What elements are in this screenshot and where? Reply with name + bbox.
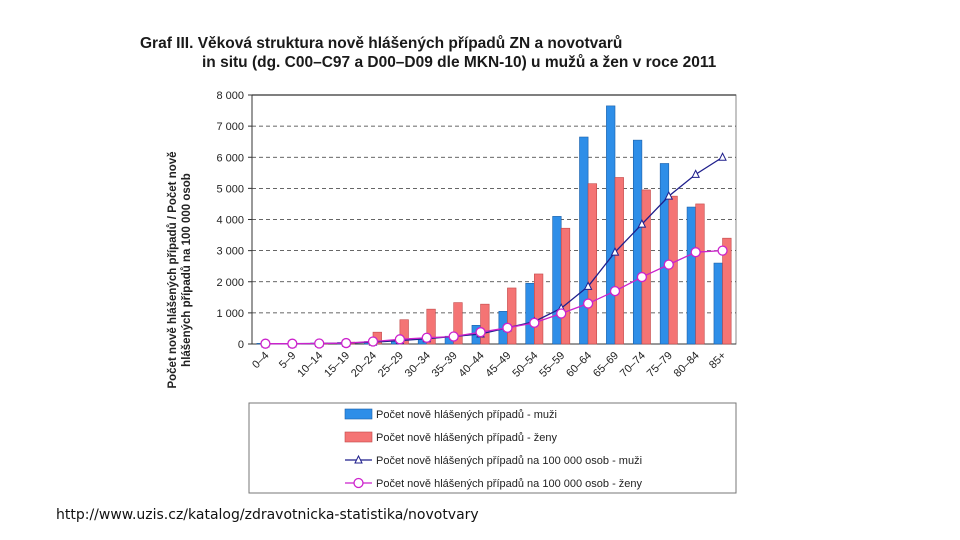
chart-title-line1: Graf III. Věková struktura nově hlášenýc…	[140, 35, 623, 52]
y-tick-label: 3 000	[216, 246, 244, 258]
x-tick-label: 35–39	[430, 350, 460, 380]
point-zeny-100k	[287, 338, 298, 349]
bar-zeny	[480, 303, 490, 345]
point-zeny-100k	[529, 317, 540, 328]
bar-muzi	[632, 139, 643, 345]
bar-zeny	[453, 302, 463, 345]
x-tick-label: 40–44	[457, 350, 487, 380]
y-tick-label: 5 000	[216, 183, 244, 195]
y-tick-label: 1 000	[216, 308, 244, 320]
point-zeny-100k	[556, 308, 567, 319]
point-muzi-100k	[718, 152, 727, 161]
point-zeny-100k	[636, 271, 648, 283]
legend-label: Počet nově hlášených případů - muži	[376, 409, 557, 421]
point-zeny-100k	[475, 327, 486, 338]
chart-title-line2: in situ (dg. C00–C97 a D00–D09 dle MKN-1…	[202, 54, 717, 71]
point-zeny-100k	[421, 332, 432, 343]
point-zeny-100k	[314, 338, 325, 349]
legend-marker	[353, 477, 364, 489]
point-muzi-100k	[637, 219, 647, 228]
y-tick-label: 2 000	[216, 277, 244, 289]
bar-muzi	[686, 206, 696, 345]
x-tick-label: 30–34	[403, 350, 433, 380]
legend-marker	[354, 454, 363, 464]
bar-zeny	[560, 227, 571, 345]
x-tick-label: 70–74	[618, 350, 648, 380]
point-zeny-100k	[502, 322, 513, 333]
x-tick-label: 75–79	[645, 350, 675, 380]
point-muzi-100k	[610, 247, 620, 256]
x-tick-label: 15–19	[322, 350, 352, 380]
legend-label: Počet nově hlášených případů na 100 000 …	[376, 455, 642, 467]
y-tick-label: 6 000	[216, 152, 244, 164]
point-zeny-100k	[367, 336, 379, 347]
x-tick-label: 0–4	[250, 350, 271, 371]
y-tick-label: 4 000	[216, 215, 244, 227]
x-tick-label: 20–24	[349, 350, 379, 380]
point-zeny-100k	[582, 298, 594, 309]
point-zeny-100k	[260, 338, 271, 349]
bar-muzi	[552, 216, 562, 345]
y-axis-label-line1: Počet nově hlášených případů / Počet nov…	[167, 151, 179, 388]
bar-zeny	[399, 319, 409, 345]
chart-title: Graf III. Věková struktura nově hlášenýc…	[140, 34, 716, 72]
x-tick-label: 85+	[707, 350, 729, 372]
x-tick-label: 50–54	[510, 350, 540, 380]
bar-muzi	[713, 262, 723, 345]
x-tick-label: 5–9	[277, 350, 298, 371]
legend	[248, 402, 737, 494]
x-tick-label: 60–64	[564, 350, 594, 380]
source-link[interactable]: http://www.uzis.cz/katalog/zdravotnicka-…	[56, 507, 479, 523]
bar-zeny	[668, 195, 678, 345]
y-tick-label: 0	[238, 339, 244, 351]
x-tick-label: 65–69	[591, 350, 621, 380]
legend-swatch	[344, 408, 373, 420]
point-muzi-100k	[691, 169, 700, 178]
bar-zeny	[641, 189, 651, 345]
y-axis-label-line2: hlášených případů na 100 000 osob	[181, 173, 193, 367]
point-zeny-100k	[663, 259, 674, 270]
bar-zeny	[426, 308, 436, 345]
legend-label: Počet nově hlášených případů - ženy	[376, 432, 558, 444]
bar-muzi	[606, 105, 616, 345]
point-zeny-100k	[690, 247, 701, 258]
x-tick-label: 55–59	[537, 350, 567, 380]
x-tick-label: 10–14	[295, 350, 325, 380]
bar-muzi	[579, 136, 589, 345]
bar-muzi	[659, 163, 670, 345]
x-tick-label: 80–84	[672, 350, 702, 380]
point-zeny-100k	[717, 245, 728, 256]
bar-zeny	[614, 177, 624, 345]
point-muzi-100k	[664, 191, 674, 200]
point-zeny-100k	[394, 334, 406, 345]
bar-zeny	[507, 287, 517, 345]
bar-zeny	[695, 203, 705, 345]
point-muzi-100k	[583, 281, 593, 290]
bar-zeny	[722, 237, 732, 345]
x-tick-label: 25–29	[376, 350, 406, 380]
x-tick-label: 45–49	[483, 350, 513, 380]
point-zeny-100k	[340, 337, 352, 349]
point-zeny-100k	[448, 331, 459, 342]
point-zeny-100k	[609, 285, 621, 297]
legend-swatch	[344, 431, 373, 443]
y-tick-label: 7 000	[216, 121, 244, 133]
bar-zeny	[587, 183, 598, 345]
y-tick-label: 8 000	[216, 90, 244, 102]
bar-zeny	[534, 273, 544, 345]
bar-muzi	[525, 283, 535, 345]
legend-label: Počet nově hlášených případů na 100 000 …	[376, 478, 643, 490]
